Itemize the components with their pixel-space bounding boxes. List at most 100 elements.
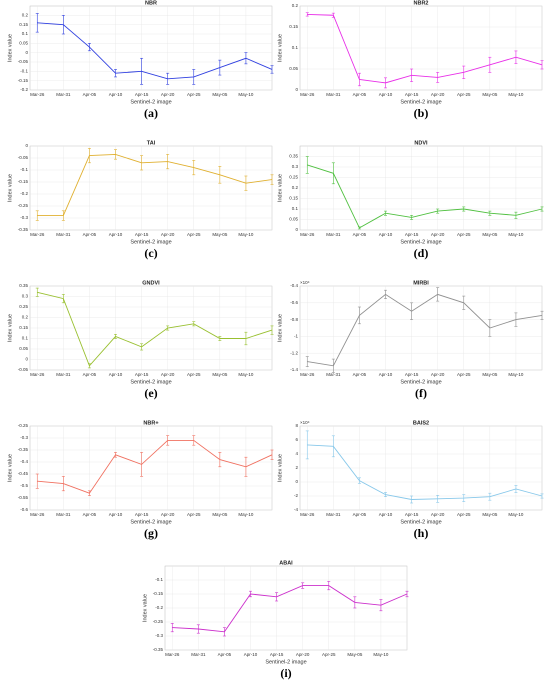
x-tick-label: Mar-31 — [326, 232, 341, 237]
data-line — [307, 164, 543, 229]
y-tick-label: -0.35 — [18, 447, 29, 452]
y-tick-label: -0.35 — [18, 227, 29, 232]
x-tick-label: Mar-31 — [191, 652, 206, 657]
error-bar — [87, 148, 91, 164]
x-tick-label: Apr-10 — [109, 232, 123, 237]
error-bar — [436, 208, 440, 214]
y-tick-label: 2 — [295, 465, 298, 470]
y-tick-label: -0.5 — [20, 483, 28, 488]
error-bar — [301, 582, 305, 589]
x-tick-label: Mar-26 — [300, 232, 315, 237]
error-bar — [331, 162, 335, 185]
error-bar — [384, 289, 388, 299]
y-tick-label: 0.2 — [22, 13, 29, 18]
y-axis-label: Index value — [7, 34, 13, 62]
error-bar — [166, 325, 170, 331]
x-tick-label: Apr-20 — [161, 232, 175, 237]
error-bar — [244, 175, 248, 191]
error-bar — [384, 77, 388, 89]
x-axis-label: Sentinel-2 image — [400, 99, 441, 105]
panel-label: (c) — [144, 246, 157, 260]
chart-title: NBR+ — [143, 420, 158, 426]
chart-panel: -1.4 -1.2 -1 -0.8 -0.6 -0.4 Mar-26 Mar-31 Apr-05… — [277, 280, 544, 400]
y-axis-label: Index value — [277, 34, 283, 62]
y-tick-label: -0.55 — [18, 495, 29, 500]
x-tick-label: May-10 — [373, 652, 389, 657]
error-bar — [244, 331, 248, 346]
chart-title: GNDVI — [142, 280, 160, 286]
y-axis-label: Index value — [277, 174, 283, 202]
data-line — [307, 293, 543, 367]
y-tick-label: 0.15 — [19, 22, 28, 27]
x-axis-label: Sentinel-2 image — [400, 239, 441, 245]
panel-label: (b) — [414, 106, 429, 120]
error-bar — [35, 210, 39, 221]
y-tick-label: -0.05 — [18, 155, 29, 160]
x-tick-label: May-05 — [482, 512, 498, 517]
error-bar — [249, 590, 253, 598]
error-bar — [61, 15, 65, 35]
x-tick-label: Apr-10 — [109, 372, 123, 377]
x-tick-label: May-10 — [238, 372, 254, 377]
panel-label: (d) — [414, 246, 429, 260]
error-bar — [61, 476, 65, 492]
y-tick-label: 0 — [295, 227, 298, 232]
y-axis-label: Index value — [142, 594, 148, 622]
y-tick-label: -0.3 — [20, 435, 28, 440]
x-tick-label: May-10 — [508, 232, 524, 237]
y-tick-label: -0.45 — [18, 471, 29, 476]
error-bar — [270, 449, 274, 460]
x-tick-label: Apr-25 — [457, 372, 471, 377]
x-tick-label: May-10 — [238, 512, 254, 517]
error-bar — [270, 325, 274, 335]
error-bar — [218, 59, 222, 76]
x-tick-label: Apr-25 — [457, 92, 471, 97]
plot-area — [29, 5, 273, 91]
y-tick-label: 0.05 — [289, 217, 298, 222]
error-bar — [192, 69, 196, 85]
error-bar — [140, 155, 144, 171]
y-tick-label: -0.2 — [20, 191, 28, 196]
error-bar — [357, 477, 361, 484]
x-tick-label: Mar-26 — [165, 652, 180, 657]
error-bar — [514, 211, 518, 219]
error-bar — [87, 490, 91, 496]
y-tick-label: 0.1 — [292, 45, 299, 50]
y-tick-label: 0.35 — [289, 154, 298, 159]
y-tick-label: 0.25 — [19, 304, 28, 309]
error-bar — [488, 210, 492, 216]
error-bar — [540, 493, 544, 499]
error-bar — [357, 226, 361, 230]
panel-label: (e) — [144, 386, 157, 400]
error-bar — [35, 473, 39, 489]
data-line — [37, 291, 273, 367]
panel-label: (a) — [144, 106, 158, 120]
x-tick-label: Apr-15 — [405, 232, 419, 237]
x-tick-label: Mar-26 — [300, 512, 315, 517]
y-tick-label: -0.05 — [18, 59, 29, 64]
x-tick-label: Mar-31 — [326, 512, 341, 517]
y-axis-label: Index value — [7, 454, 13, 482]
y-tick-label: -0.6 — [20, 507, 28, 512]
y-tick-label: 0.35 — [19, 283, 28, 288]
panel-label: (f) — [415, 386, 427, 400]
x-tick-label: Apr-05 — [353, 372, 367, 377]
y-tick-label: 0.2 — [292, 3, 299, 8]
x-tick-label: May-05 — [347, 652, 363, 657]
x-tick-label: Apr-20 — [431, 92, 445, 97]
y-tick-label: -0.25 — [18, 423, 29, 428]
panel-label: (g) — [144, 526, 158, 540]
error-bar — [331, 435, 335, 458]
x-tick-label: Mar-26 — [30, 512, 45, 517]
x-tick-label: Apr-05 — [353, 92, 367, 97]
data-line — [172, 585, 408, 633]
x-tick-label: Mar-26 — [300, 92, 315, 97]
x-tick-label: May-05 — [212, 512, 228, 517]
x-tick-label: May-10 — [238, 232, 254, 237]
error-bar — [140, 343, 144, 351]
x-axis-label: Sentinel-2 image — [130, 99, 171, 105]
x-tick-label: Apr-25 — [187, 232, 201, 237]
x-tick-label: Apr-15 — [405, 512, 419, 517]
y-tick-label: 0.05 — [289, 66, 298, 71]
y-tick-label: -0.1 — [155, 577, 163, 582]
